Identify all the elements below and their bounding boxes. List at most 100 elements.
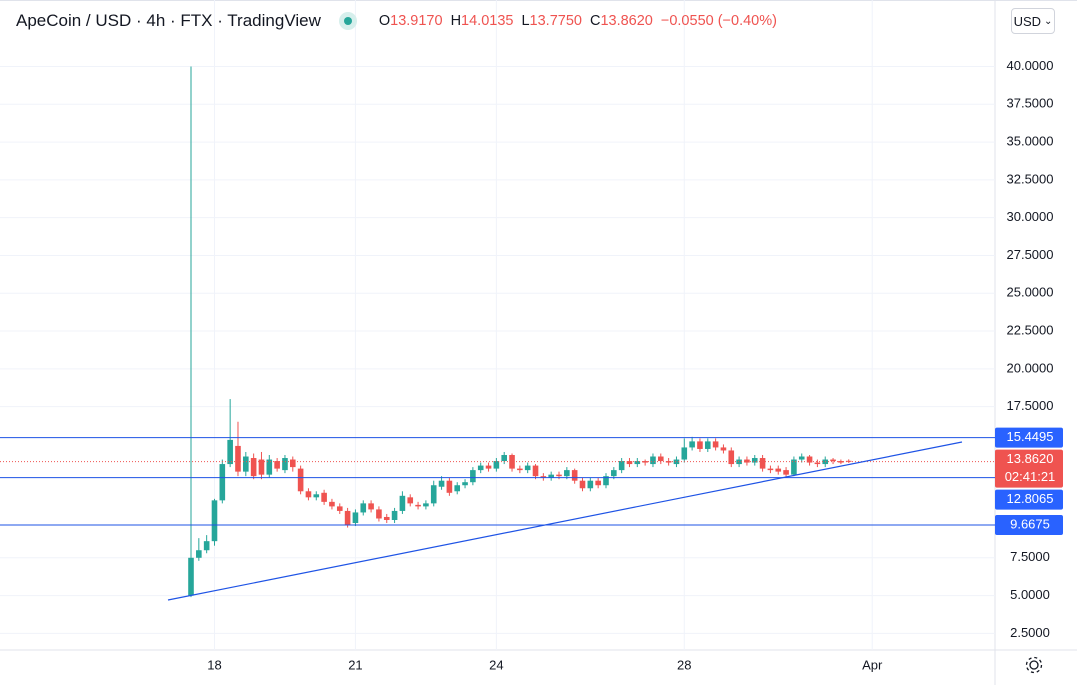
- candle-body: [845, 460, 852, 462]
- candle-body: [196, 550, 202, 558]
- candle-body: [532, 465, 539, 477]
- y-tick-label: 25.0000: [1007, 285, 1054, 300]
- candle-body: [665, 461, 672, 463]
- candle-body: [830, 459, 836, 462]
- y-tick-label: 32.5000: [1007, 171, 1054, 186]
- candle-body: [509, 455, 515, 469]
- y-tick-label: 5.0000: [1010, 587, 1050, 602]
- candle-body: [274, 461, 280, 469]
- candle-body: [603, 476, 609, 486]
- candle-body: [329, 501, 335, 507]
- candle-body: [618, 461, 625, 471]
- y-tick-label: 7.5000: [1010, 549, 1050, 564]
- candle-body: [587, 480, 594, 489]
- price-label: 9.6675: [1010, 516, 1050, 531]
- candle-body: [462, 482, 468, 486]
- x-tick-label: 18: [207, 657, 221, 672]
- candle-body: [477, 465, 484, 471]
- candle-body: [360, 503, 367, 513]
- candle-body: [501, 455, 507, 462]
- ohlc-close: C13.8620: [590, 13, 653, 29]
- x-tick-label: 24: [489, 657, 503, 672]
- candle-body: [626, 461, 633, 465]
- candle-body: [564, 470, 570, 477]
- candle-body: [712, 441, 719, 448]
- currency: USD: [1013, 13, 1042, 29]
- candle-body: [744, 459, 750, 463]
- candle-body: [297, 468, 304, 492]
- value: 13.8620: [600, 13, 653, 29]
- candle-body: [579, 480, 586, 489]
- y-tick-label: 17.5000: [1007, 398, 1054, 413]
- candle-body: [556, 474, 562, 477]
- candle-body: [650, 456, 656, 465]
- x-tick-label: 21: [348, 657, 362, 672]
- symbol-title: ApeCoin / USD · 4h · FTX · TradingView: [16, 11, 321, 30]
- label: H: [450, 13, 462, 29]
- y-tick-label: 20.0000: [1007, 360, 1054, 375]
- candle-body: [783, 470, 789, 475]
- candle-body: [681, 447, 688, 460]
- candle-body: [188, 557, 194, 596]
- candle-body: [438, 480, 445, 487]
- candle-body: [540, 476, 547, 478]
- candle-body: [775, 468, 782, 472]
- candle-body: [407, 497, 414, 504]
- y-tick-label: 37.5000: [1007, 96, 1054, 111]
- y-tick-label: 30.0000: [1007, 209, 1054, 224]
- candle-body: [697, 441, 703, 449]
- price-axis: 2.5000 5.0000 7.5000 17.5000 20.0000 22.5000 2…: [207, 58, 1063, 672]
- trend-line: [167, 441, 963, 601]
- value: 14.0135: [461, 13, 514, 29]
- candle-body: [227, 439, 233, 465]
- candle-body: [767, 468, 774, 471]
- x-tick-label: Apr: [862, 657, 883, 672]
- price-label: 02:41:21: [1005, 469, 1056, 484]
- candle-body: [611, 470, 617, 477]
- price-label: 15.4495: [1007, 429, 1054, 444]
- grid: [0, 0, 995, 650]
- candle-body: [485, 465, 492, 469]
- candle-body: [728, 450, 735, 465]
- label: C: [589, 13, 601, 29]
- candle-body: [470, 470, 476, 483]
- candle-body: [517, 468, 523, 471]
- candle-body: [266, 459, 273, 475]
- candle-body: [203, 541, 210, 551]
- price-label-box: [995, 515, 1063, 536]
- value: 13.7750: [529, 13, 582, 29]
- ohlc-low: L13.7750: [521, 13, 582, 29]
- candle-body: [751, 458, 758, 463]
- candle-body: [352, 512, 359, 524]
- ohlc-open: O13.9170: [379, 13, 443, 29]
- candle-body: [634, 461, 641, 465]
- label: O: [378, 13, 391, 29]
- value: 13.9170: [390, 13, 443, 29]
- y-tick-label: 35.0000: [1007, 134, 1054, 149]
- candle-body: [689, 441, 695, 448]
- candle-body: [376, 509, 382, 519]
- price-label: 13.8620: [1007, 451, 1054, 466]
- currency-select[interactable]: USD ⌄: [1011, 8, 1055, 34]
- candle-body: [415, 504, 421, 507]
- candle-body: [344, 510, 351, 525]
- price-label-box: [995, 489, 1063, 510]
- candle-body: [423, 503, 429, 507]
- candle-body: [321, 492, 327, 502]
- y-tick-label: 40.0000: [1007, 58, 1054, 73]
- candle-body: [673, 459, 680, 465]
- candle-body: [336, 506, 343, 511]
- candle-body: [454, 485, 461, 492]
- candle-body: [313, 494, 320, 498]
- candle-body: [595, 480, 601, 486]
- price-label-box: [995, 427, 1063, 448]
- header: ApeCoin / USD · 4h · FTX · TradingView O…: [16, 11, 785, 31]
- price-label-box: [995, 449, 1063, 488]
- candle-body: [806, 456, 813, 463]
- candle-body: [798, 456, 805, 460]
- candle-body: [289, 459, 296, 468]
- settings-icon[interactable]: [1025, 656, 1043, 674]
- candle-body: [250, 458, 257, 477]
- candle-body: [446, 480, 453, 493]
